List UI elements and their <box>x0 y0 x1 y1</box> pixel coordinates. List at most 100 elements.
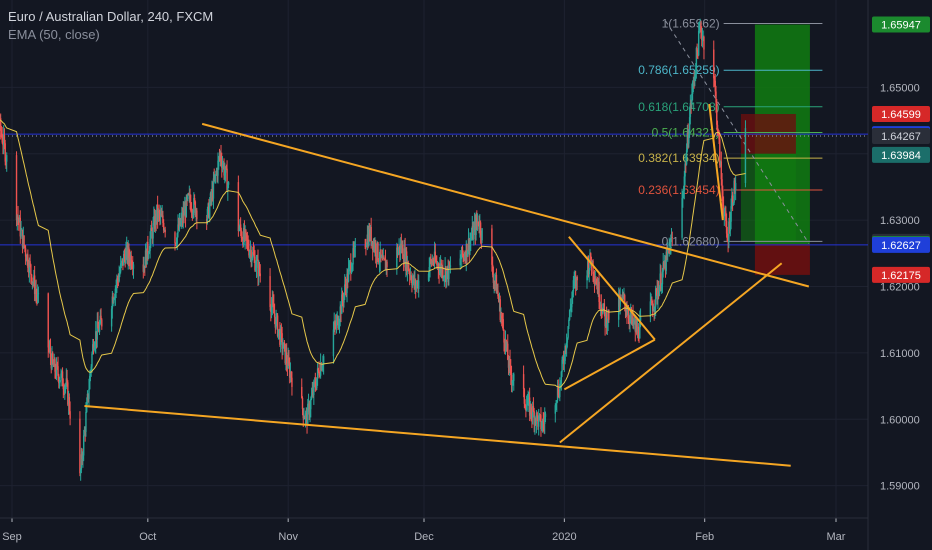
candle-body <box>175 243 178 245</box>
candle-body <box>720 161 723 180</box>
candle-body <box>471 226 473 237</box>
candle-body <box>119 263 122 272</box>
candle-body <box>98 323 101 332</box>
x-tick-label: Sep <box>2 531 22 543</box>
candle-body <box>607 309 609 323</box>
candle-body <box>596 284 598 286</box>
candle-body <box>375 255 378 259</box>
candle-body <box>147 253 150 255</box>
candle-body <box>120 261 123 264</box>
candle-body <box>310 395 313 399</box>
candle-body <box>342 300 344 303</box>
candle-body <box>715 91 717 103</box>
candle-body <box>402 244 404 259</box>
candle-body <box>52 353 54 363</box>
fib-level-label: 0.236(1.63454) <box>638 183 719 197</box>
candle-body <box>130 255 132 266</box>
candle-body <box>23 235 25 246</box>
candle-body <box>635 325 637 332</box>
candle-body <box>79 418 81 474</box>
candle-body <box>192 212 194 215</box>
candle-body <box>213 178 215 180</box>
candle-body <box>316 378 318 389</box>
candle-body <box>692 80 695 83</box>
candle-body <box>510 375 513 384</box>
x-tick-label: Feb <box>695 531 714 543</box>
candle-body <box>221 160 223 168</box>
candle-body <box>728 221 730 243</box>
candle-body <box>696 48 698 52</box>
candle-body <box>664 260 667 271</box>
candle-body <box>700 23 702 33</box>
candle-body <box>147 241 149 255</box>
candle-body <box>210 193 212 198</box>
candle-body <box>448 262 451 268</box>
candle-body <box>354 245 357 248</box>
candle-body <box>80 454 83 470</box>
candle-body <box>537 415 540 427</box>
candle-body <box>221 164 224 168</box>
candle-body <box>481 228 483 241</box>
candle-body <box>308 403 311 415</box>
y-tick-label: 1.60000 <box>880 414 920 426</box>
candle-body <box>309 409 311 415</box>
trend-line <box>559 262 783 444</box>
candle-body <box>502 319 504 330</box>
candle-body <box>729 221 732 231</box>
candle-body <box>219 152 221 158</box>
candle-body <box>657 290 660 296</box>
candle-body <box>215 170 218 175</box>
candle-body <box>366 234 369 246</box>
candle-body <box>368 229 371 239</box>
candle-body <box>322 356 325 365</box>
candle-body <box>225 166 228 169</box>
candle-body <box>694 72 697 75</box>
candle-body <box>227 184 229 191</box>
candle-body <box>251 258 253 262</box>
candle-body <box>218 157 221 159</box>
candle-body <box>131 265 133 267</box>
candle-body <box>27 267 30 273</box>
candle-body <box>654 306 656 311</box>
candle-body <box>188 194 191 195</box>
candle-body <box>594 280 596 283</box>
symbol-title[interactable]: Euro / Australian Dollar, 240, FXCM <box>8 9 214 24</box>
candle-body <box>572 280 575 292</box>
candle-body <box>274 317 277 328</box>
candle-body <box>507 359 510 368</box>
candle-body <box>289 371 292 378</box>
candle-body <box>464 257 467 262</box>
candle-body <box>695 48 698 73</box>
candle-body <box>719 139 721 166</box>
candle-body <box>688 134 690 144</box>
candle-body <box>155 213 157 222</box>
candle-body <box>535 412 538 424</box>
candle-body <box>206 209 209 223</box>
candle-body <box>627 313 630 319</box>
candle-body <box>371 241 373 245</box>
candle-body <box>2 142 4 146</box>
candle-body <box>621 294 624 300</box>
indicator-label[interactable]: EMA (50, close) <box>8 27 100 42</box>
candle-body <box>691 94 693 105</box>
candle-body <box>601 309 603 314</box>
fib-level-label: 0.5(1.64321) <box>652 125 720 139</box>
candle-body <box>302 408 304 419</box>
candle-body <box>660 284 663 289</box>
candle-body <box>82 435 85 456</box>
candle-body <box>144 265 146 268</box>
candle-body <box>413 276 415 286</box>
candle-body <box>399 243 402 254</box>
y-tick-label: 1.59000 <box>880 481 920 493</box>
candle-body <box>321 366 323 371</box>
candle-body <box>89 376 91 390</box>
candle-body <box>399 245 401 254</box>
candle-body <box>193 198 195 213</box>
candle-body <box>351 264 354 270</box>
candle-body <box>132 266 134 269</box>
candle-body <box>317 368 320 371</box>
candle-body <box>58 381 61 384</box>
candle-body <box>536 412 538 417</box>
candle-body <box>304 417 306 419</box>
